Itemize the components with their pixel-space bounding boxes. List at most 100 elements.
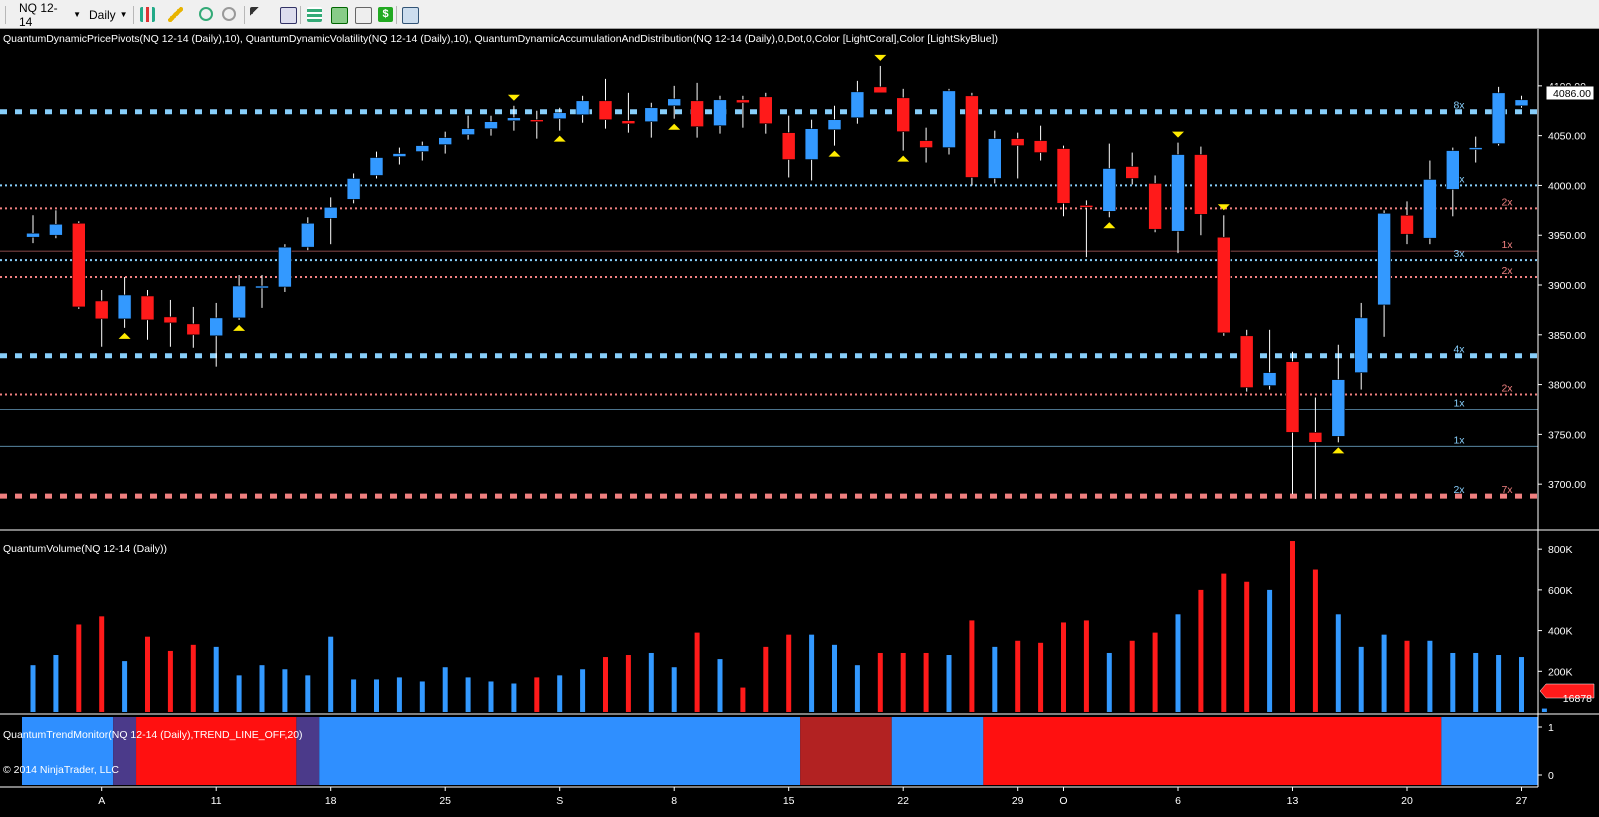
volume-bar bbox=[671, 667, 677, 712]
candle-up bbox=[209, 317, 223, 337]
volume-axis-label: 200K bbox=[1548, 666, 1573, 678]
trend-segment-up bbox=[319, 717, 801, 785]
volume-bar bbox=[76, 624, 82, 712]
time-axis-label: 18 bbox=[325, 795, 337, 807]
volume-bar bbox=[419, 681, 425, 712]
candle-up bbox=[507, 117, 521, 122]
candle-down bbox=[1125, 166, 1139, 179]
candle-up bbox=[1354, 317, 1368, 373]
candle-up bbox=[1262, 372, 1277, 386]
chart-toolbar: NQ 12-14 ▼ Daily ▼ $ bbox=[0, 0, 1599, 29]
pivot-high-marker bbox=[507, 94, 520, 101]
candle-up bbox=[278, 246, 292, 288]
data-box-icon[interactable] bbox=[307, 7, 322, 22]
cursor-icon[interactable] bbox=[250, 7, 265, 22]
pencil-draw-icon[interactable] bbox=[168, 7, 183, 22]
candle-up bbox=[942, 90, 956, 148]
candle-up bbox=[987, 138, 1002, 179]
volume-series bbox=[30, 541, 1547, 712]
volume-bar bbox=[1450, 652, 1456, 712]
time-axis-label: 22 bbox=[897, 795, 909, 807]
candle-up bbox=[26, 232, 40, 238]
volume-bar bbox=[122, 661, 128, 712]
volume-bar bbox=[511, 683, 517, 712]
candle-up bbox=[392, 153, 407, 157]
candle-down bbox=[1217, 236, 1231, 334]
current-price-label: 4086.00 bbox=[1553, 88, 1591, 100]
volume-bar bbox=[557, 675, 563, 712]
volume-bar-current bbox=[1541, 708, 1547, 712]
pivot-level-label: 8x bbox=[1453, 100, 1465, 112]
candle-up bbox=[667, 98, 682, 107]
pivot-low-marker bbox=[897, 155, 910, 162]
time-axis-label: A bbox=[98, 795, 105, 807]
volume-bar bbox=[190, 644, 196, 712]
price-axis-label: 3700.00 bbox=[1548, 479, 1586, 491]
volume-bar bbox=[832, 644, 837, 712]
volume-bar bbox=[1015, 640, 1021, 712]
dollar-icon[interactable]: $ bbox=[378, 7, 393, 22]
current-volume-label: 16878 bbox=[1563, 693, 1592, 705]
time-axis: A 11 18 25 S 8 15 22 29 O 6 13 20 27 bbox=[98, 787, 1527, 807]
bar-chart-style-icon[interactable] bbox=[140, 7, 155, 22]
current-price-marker bbox=[1545, 85, 1595, 101]
period-label: Daily bbox=[89, 7, 116, 22]
candle-up bbox=[1331, 379, 1346, 437]
candle-up bbox=[438, 137, 453, 145]
toolbar-separator bbox=[5, 6, 6, 24]
pivot-level-label: 1x bbox=[1453, 434, 1465, 446]
pivot-level-label: 1x bbox=[1453, 397, 1465, 409]
volume-bar bbox=[1198, 589, 1204, 712]
find-icon[interactable] bbox=[280, 7, 297, 24]
candle-up bbox=[552, 112, 567, 120]
pivot-markers bbox=[118, 54, 1345, 454]
instrument-selector[interactable]: NQ 12-14 ▼ bbox=[19, 1, 81, 29]
volume-bar bbox=[1038, 642, 1044, 712]
trend-segment-transition bbox=[113, 717, 137, 785]
volume-bar bbox=[740, 687, 746, 712]
volume-bar bbox=[923, 652, 929, 712]
volume-bar bbox=[625, 655, 631, 712]
period-selector[interactable]: Daily ▼ bbox=[89, 6, 129, 23]
chart-trader-icon[interactable] bbox=[355, 7, 372, 24]
candle-up bbox=[300, 222, 315, 248]
candle-up bbox=[827, 119, 842, 130]
pivot-level-label: 4x bbox=[1453, 344, 1465, 356]
price-axis-label: 4050.00 bbox=[1548, 131, 1586, 143]
candle-down bbox=[72, 222, 86, 308]
candle-down bbox=[94, 300, 109, 320]
volume-bar bbox=[1129, 640, 1135, 712]
volume-bar bbox=[992, 646, 998, 712]
pivot-low-marker bbox=[828, 150, 841, 157]
zoom-out-icon[interactable] bbox=[222, 7, 236, 21]
volume-bar bbox=[1473, 652, 1479, 712]
candle-up bbox=[1468, 147, 1483, 150]
candle-up bbox=[415, 145, 430, 152]
chart-area[interactable]: 3700.00 3750.00 3800.00 3850.00 3900.00 3950.… bbox=[0, 29, 1599, 817]
zoom-in-icon[interactable] bbox=[199, 7, 213, 21]
trend-axis: 1 0 bbox=[1538, 722, 1554, 782]
trend-axis-label-high: 1 bbox=[1548, 722, 1554, 734]
properties-icon[interactable] bbox=[331, 7, 348, 24]
volume-bar bbox=[213, 646, 219, 712]
volume-bar bbox=[1083, 620, 1089, 712]
candle-down bbox=[163, 316, 178, 324]
pivot-low-marker bbox=[668, 123, 681, 130]
candle-up bbox=[804, 128, 819, 160]
time-axis-label: O bbox=[1059, 795, 1067, 807]
volume-bar bbox=[763, 646, 769, 712]
time-axis-label: 13 bbox=[1287, 795, 1299, 807]
trend-segment-up bbox=[22, 717, 114, 785]
candle-down bbox=[1010, 138, 1025, 146]
volume-bar bbox=[351, 679, 357, 712]
copyright-text: © 2014 NinjaTrader, LLC bbox=[3, 764, 119, 776]
pivot-level-label: 2x bbox=[1501, 265, 1513, 277]
volume-bar bbox=[580, 669, 586, 712]
candle-up bbox=[1171, 154, 1185, 232]
time-axis-label: S bbox=[556, 795, 563, 807]
candle-down bbox=[873, 86, 888, 94]
candle-up bbox=[1446, 150, 1460, 190]
window-icon[interactable] bbox=[402, 7, 419, 24]
candle-down bbox=[736, 99, 750, 104]
candle-down bbox=[1033, 140, 1048, 153]
